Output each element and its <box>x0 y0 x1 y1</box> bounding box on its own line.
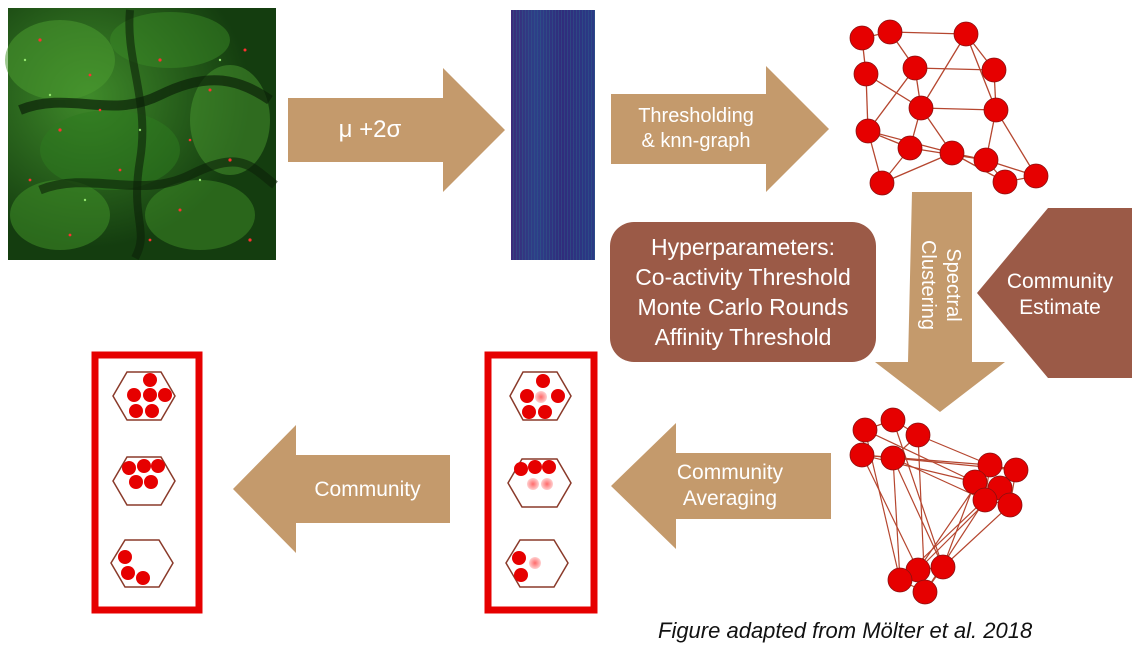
averaged-communities-panel <box>484 351 598 614</box>
community-estimate-line2: Estimate <box>1019 296 1101 319</box>
community-estimate-label: Community Estimate <box>990 265 1130 325</box>
spectral-line1: Spectral <box>942 248 964 322</box>
knn-graph <box>849 19 1049 196</box>
arrow-thresholding <box>611 66 829 192</box>
community-averaging-line1: Community <box>676 460 784 484</box>
community-estimate-shape <box>977 208 1132 378</box>
arrow-thresholding-label: Thresholding & knn-graph <box>616 96 776 162</box>
community-averaging-line2: Averaging <box>682 487 778 510</box>
thresholding-line1: Thresholding <box>638 105 754 127</box>
hyperparameter-item: Monte Carlo Rounds <box>637 294 849 320</box>
thresholding-line2: & knn-graph <box>641 130 751 152</box>
spectral-line2: Clustering <box>917 239 939 331</box>
arrow-mu-sigma-label: μ +2σ <box>338 116 402 143</box>
clustered-graph <box>849 407 1029 605</box>
microscopy-image <box>5 8 278 260</box>
arrow-spectral-label: Spectral Clustering <box>910 200 970 370</box>
arrow-mu-sigma <box>288 68 505 192</box>
hyperparameters-title: Hyperparameters: <box>650 234 836 260</box>
hyperparameters-box: Hyperparameters: Co-activity Threshold M… <box>610 222 876 362</box>
arrow-community-label: Community <box>314 477 421 501</box>
arrow-community-averaging-label: Community Averaging <box>655 455 805 517</box>
community-estimate-line1: Community <box>1006 269 1114 293</box>
figure-caption: Figure adapted from Mölter et al. 2018 <box>658 618 1033 643</box>
final-communities-panel <box>91 351 203 614</box>
arrow-community-averaging <box>611 423 831 549</box>
arrow-community <box>233 425 450 553</box>
activity-matrix <box>511 10 595 260</box>
hyperparameter-item: Affinity Threshold <box>654 324 832 350</box>
hyperparameter-item: Co-activity Threshold <box>635 264 851 290</box>
arrow-spectral-clustering <box>875 192 1005 412</box>
